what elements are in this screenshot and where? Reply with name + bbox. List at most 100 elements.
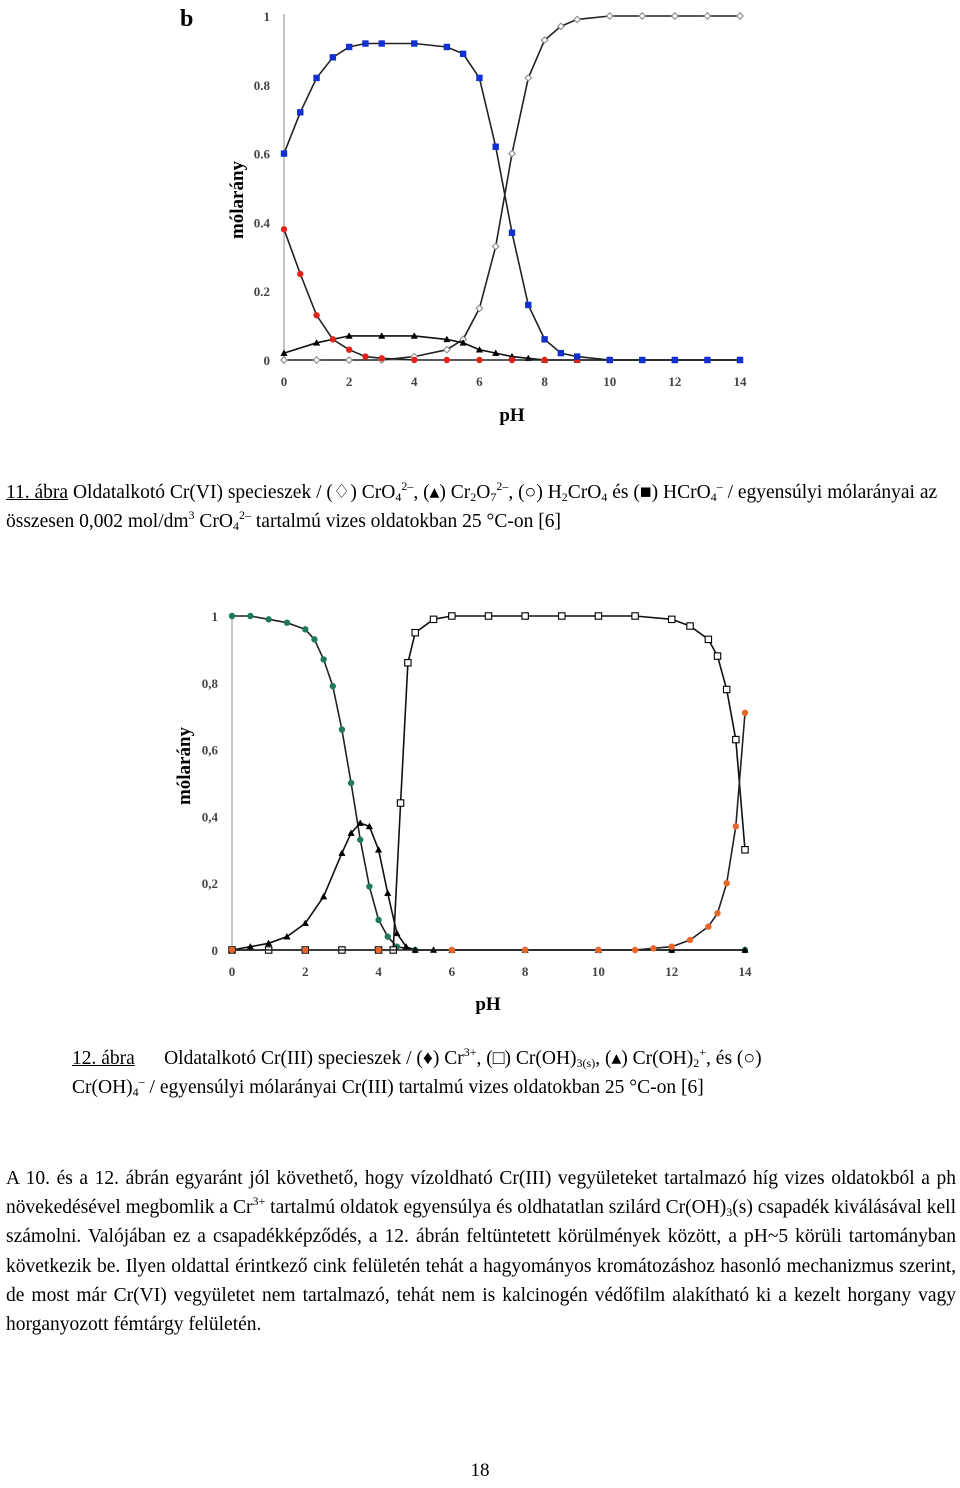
data-point <box>378 355 385 362</box>
data-point <box>320 656 327 663</box>
x-tick-label: 12 <box>668 374 681 389</box>
data-point <box>670 12 679 20</box>
data-point <box>362 40 369 47</box>
data-point <box>329 682 336 690</box>
data-point <box>378 332 386 339</box>
panel-label: b <box>180 6 193 32</box>
data-point <box>347 829 355 836</box>
y-tick-label: 0 <box>264 353 271 368</box>
y-tick-label: 0.2 <box>254 284 270 299</box>
data-point <box>524 73 533 82</box>
data-point <box>265 616 272 623</box>
data-point <box>714 910 721 917</box>
data-point <box>312 339 321 346</box>
data-point <box>338 726 346 733</box>
data-point <box>384 889 392 897</box>
data-point <box>442 345 451 354</box>
caption-number: 11. ábra <box>6 482 69 503</box>
data-point <box>345 346 353 353</box>
y-tick-label: 0.6 <box>254 147 271 162</box>
data-point <box>667 615 676 624</box>
data-point <box>484 612 493 620</box>
data-point <box>228 946 236 954</box>
series-cr3 <box>228 612 749 954</box>
data-point <box>595 946 602 954</box>
y-tick-label: 0,2 <box>202 876 218 891</box>
data-point <box>741 946 749 953</box>
body-paragraph: A 10. és a 12. ábrán egyaránt jól követh… <box>6 1168 956 1336</box>
data-point <box>396 799 405 807</box>
series-line <box>232 615 746 951</box>
x-tick-label: 6 <box>476 374 483 389</box>
y-axis-label: mólarány <box>227 160 248 239</box>
data-point <box>732 823 740 830</box>
data-point <box>631 946 639 954</box>
x-tick-label: 12 <box>665 964 678 979</box>
data-point <box>525 301 532 309</box>
data-point <box>362 353 369 360</box>
data-point <box>302 946 309 954</box>
data-point <box>540 36 549 45</box>
x-tick-label: 2 <box>302 964 309 979</box>
data-point <box>508 356 516 364</box>
data-point <box>448 612 456 620</box>
x-tick-label: 0 <box>229 964 236 979</box>
data-point <box>345 332 353 339</box>
data-point <box>704 356 711 364</box>
data-point <box>638 12 647 20</box>
series-cr-oh-4 <box>228 709 749 954</box>
data-point <box>280 356 288 364</box>
data-point <box>521 946 529 954</box>
data-point <box>410 332 418 339</box>
data-point <box>475 345 484 353</box>
data-point <box>429 615 438 624</box>
series-cr-oh-3-s <box>228 612 749 954</box>
data-point <box>311 636 318 643</box>
data-point <box>686 622 694 630</box>
data-point <box>443 356 451 364</box>
data-point <box>297 109 304 116</box>
y-tick-label: 1 <box>212 609 219 624</box>
data-point <box>736 12 744 20</box>
data-point <box>668 943 675 950</box>
data-point <box>448 946 456 954</box>
x-tick-label: 14 <box>739 964 753 979</box>
data-point <box>411 356 418 364</box>
data-point <box>338 849 346 856</box>
y-tick-label: 0 <box>212 943 219 958</box>
data-point <box>384 933 391 940</box>
data-point <box>594 612 603 620</box>
data-point <box>705 923 712 930</box>
series-line <box>232 615 745 951</box>
x-tick-label: 10 <box>592 964 605 979</box>
data-point <box>356 819 364 826</box>
series-cro4-2 <box>280 12 744 364</box>
figure-caption-1: 11. ábra Oldatalkotó Cr(VI) specieszek /… <box>6 479 938 533</box>
data-point <box>280 349 288 356</box>
data-point <box>375 946 382 954</box>
data-point <box>393 929 401 937</box>
data-point <box>605 12 614 20</box>
x-tick-label: 8 <box>541 374 548 389</box>
data-point <box>723 880 730 887</box>
y-axis-label: mólarány <box>174 726 195 805</box>
data-point <box>443 335 451 343</box>
data-point <box>508 149 516 158</box>
data-point <box>722 685 731 694</box>
series-cr-oh-2 <box>228 819 749 953</box>
y-tick-label: 1 <box>264 9 271 24</box>
data-point <box>265 939 273 947</box>
data-point <box>556 22 565 31</box>
x-tick-label: 4 <box>411 374 418 389</box>
data-point <box>313 312 320 319</box>
data-point <box>736 356 744 364</box>
data-point <box>475 304 484 313</box>
data-point <box>378 40 385 47</box>
data-point <box>283 619 291 626</box>
data-point <box>302 626 309 633</box>
page-number: 18 <box>470 1460 490 1481</box>
data-point <box>573 353 581 360</box>
x-tick-label: 4 <box>375 964 382 979</box>
data-point <box>573 15 582 24</box>
x-tick-label: 6 <box>449 964 456 979</box>
